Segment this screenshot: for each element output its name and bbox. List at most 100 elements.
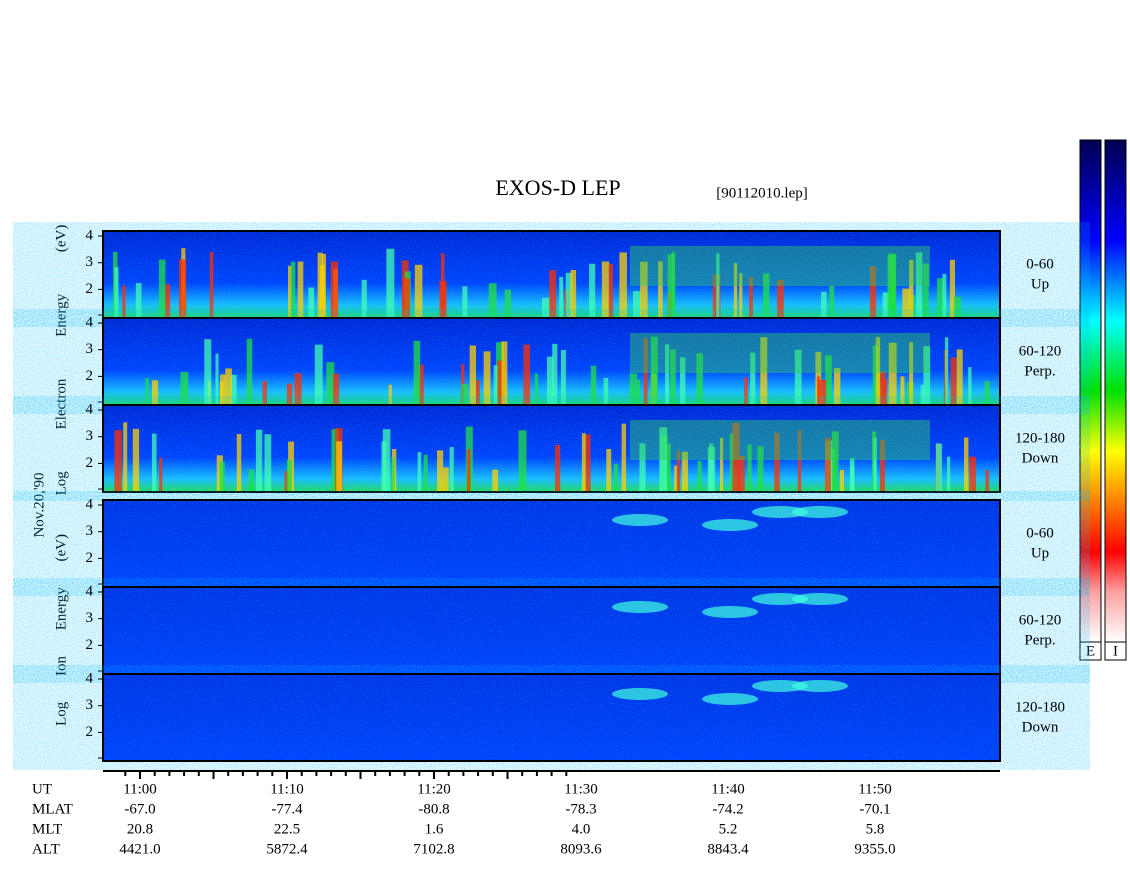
- streak: [942, 273, 947, 318]
- streak: [750, 352, 756, 405]
- row-value: 11:40: [711, 781, 745, 797]
- y-tick-label: 3: [86, 428, 94, 444]
- streak: [821, 291, 827, 318]
- y-tick-label: 2: [86, 368, 94, 384]
- streak: [748, 276, 753, 318]
- streak: [915, 252, 923, 318]
- streak: [794, 349, 802, 405]
- streak: [697, 460, 702, 492]
- ion-feature: [612, 601, 668, 613]
- y-tick-label: 2: [86, 637, 94, 653]
- streak: [248, 469, 255, 492]
- ion-feature: [792, 593, 848, 605]
- row-value: 11:00: [123, 781, 157, 797]
- angle-label: 120-180: [1015, 699, 1065, 715]
- streak: [135, 283, 142, 318]
- streak: [797, 429, 802, 492]
- streak: [560, 349, 566, 405]
- streak: [504, 289, 512, 318]
- y-tick-label: 3: [86, 697, 94, 713]
- footer: UT 11:00 11:10 11:20 11:30 11:40 11:50 MLAT -67.…: [32, 781, 896, 857]
- streak: [286, 459, 292, 492]
- streak: [523, 344, 531, 405]
- streak: [180, 371, 189, 405]
- y-tick-label: 2: [86, 724, 94, 740]
- streak: [488, 283, 497, 318]
- streak: [729, 433, 735, 492]
- row-value: 11:10: [270, 781, 304, 797]
- streak: [733, 263, 738, 318]
- spectrogram-noise: [103, 674, 1000, 761]
- streak: [570, 269, 577, 318]
- streak: [549, 270, 557, 318]
- streak: [603, 377, 609, 405]
- streak: [331, 429, 339, 492]
- streak: [777, 279, 784, 318]
- streak: [114, 430, 122, 492]
- y-tick-label: 2: [86, 281, 94, 297]
- streak: [681, 451, 688, 492]
- panel-frame: [102, 404, 1001, 493]
- streak: [469, 345, 476, 405]
- streak: [667, 254, 676, 318]
- y-tick-label: 3: [86, 610, 94, 626]
- streak: [417, 452, 422, 492]
- streak: [665, 344, 670, 405]
- streak: [888, 342, 897, 405]
- streak: [555, 444, 561, 492]
- streak: [950, 357, 957, 405]
- streak: [969, 456, 976, 492]
- streak: [613, 463, 618, 492]
- streak: [402, 278, 410, 318]
- streak: [493, 365, 498, 405]
- panels: 4 3 2 0-60 Up 4 3 2 60-120 Perp. 4 3 2 120-180 Down 4 3 2…: [86, 227, 1065, 762]
- streak: [215, 353, 219, 405]
- row-value: -67.0: [124, 801, 155, 817]
- ion-feature: [792, 506, 848, 518]
- streak: [760, 337, 768, 405]
- streak: [255, 429, 263, 492]
- streak: [518, 430, 527, 492]
- streak: [747, 444, 752, 492]
- y-tick-label: 4: [86, 496, 94, 512]
- row-value: -80.8: [418, 801, 449, 817]
- streak: [326, 362, 335, 405]
- streak: [920, 384, 925, 405]
- row-label: UT: [32, 781, 52, 797]
- band: [630, 420, 930, 460]
- angle-label: 60-120: [1019, 612, 1062, 628]
- row-value: 5.8: [866, 821, 885, 837]
- panel-frame: [102, 673, 1001, 762]
- y-tick-label: 4: [86, 670, 94, 686]
- streak: [676, 450, 680, 492]
- row-value: 11:50: [858, 781, 892, 797]
- row-value: 5.2: [719, 821, 738, 837]
- spectrogram-noise: [103, 587, 1000, 674]
- streak: [882, 379, 888, 405]
- colorbar-label: I: [1113, 643, 1118, 659]
- streak: [601, 261, 610, 318]
- row-value: 8093.6: [560, 841, 602, 857]
- streak: [290, 261, 296, 318]
- streak: [873, 437, 877, 492]
- streak: [680, 357, 686, 405]
- streak: [159, 457, 163, 492]
- y-tick-label: 4: [86, 583, 94, 599]
- streak: [839, 469, 845, 492]
- y-tick-label: 3: [86, 523, 94, 539]
- streak: [542, 297, 550, 318]
- time-axis: [103, 770, 1000, 779]
- streak: [437, 450, 444, 492]
- streak: [879, 371, 886, 405]
- streak: [909, 259, 914, 318]
- streak: [230, 374, 237, 405]
- streak: [882, 292, 890, 318]
- streak: [590, 365, 597, 405]
- streak: [935, 443, 942, 492]
- angle-label: 0-60: [1026, 256, 1054, 272]
- spectrogram-noise: [103, 500, 1000, 587]
- row-value: 4.0: [572, 821, 591, 837]
- streak: [659, 427, 668, 492]
- streak: [440, 253, 445, 318]
- streak: [145, 378, 149, 405]
